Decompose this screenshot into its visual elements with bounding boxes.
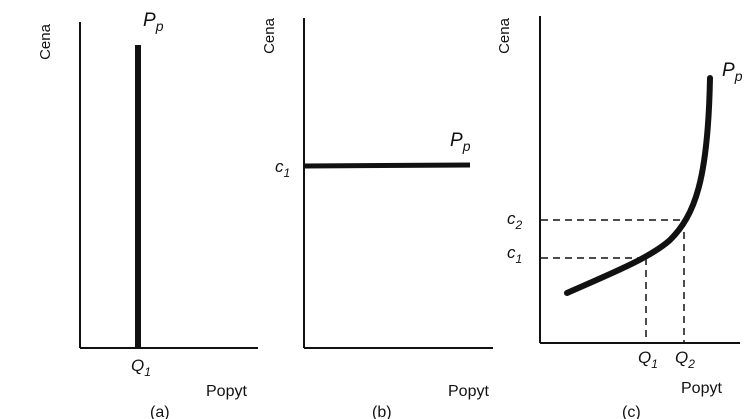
panel-a-curve-label-sub: p — [155, 18, 164, 34]
panel-c-curve-label: Pp — [722, 60, 743, 84]
panel-b-y-axis-label: Cena — [261, 17, 278, 54]
panel-a-x-tick-q1-main: Q — [131, 356, 144, 375]
panel-a-x-tick-q1: Q1 — [131, 356, 151, 379]
panel-c-curve-label-sub: p — [734, 68, 743, 84]
panel-b-x-axis-label: Popyt — [448, 383, 489, 400]
panel-b-y-tick-c1-main: c — [275, 157, 284, 176]
panel-b-caption: (b) — [372, 404, 392, 419]
panel-c-x-tick-q1-main: Q — [638, 348, 651, 367]
panel-c-x-tick-q1-sub: 1 — [651, 357, 658, 371]
panel-b-y-tick-c1: c1 — [275, 157, 290, 180]
panel-c-x-tick-q2-sub: 2 — [687, 357, 695, 371]
panel-c-x-axis-label: Popyt — [681, 380, 722, 397]
panel-a-caption: (a) — [150, 404, 170, 419]
panel-a-y-axis-label: Cena — [37, 23, 54, 60]
panel-c-y-tick-c1-sub: 1 — [516, 252, 523, 266]
panel-a-curve-label: Pp — [143, 10, 164, 34]
panel-c-x-tick-q1: Q1 — [638, 348, 658, 371]
panel-c-y-axis-label: Cena — [496, 17, 513, 54]
panel-c-x-tick-q2-main: Q — [675, 348, 688, 367]
panel-c-y-tick-c1: c1 — [507, 243, 522, 266]
panel-c-y-tick-c2-sub: 2 — [515, 218, 523, 232]
panel-c: Cena Pp c2 c1 Q1 Q2 Popyt (c) — [496, 16, 743, 419]
panel-b-curve-label: Pp — [450, 130, 471, 154]
panel-c-x-tick-q2: Q2 — [675, 348, 695, 371]
panel-c-caption: (c) — [622, 404, 641, 419]
panel-a-x-tick-q1-sub: 1 — [144, 365, 151, 379]
panel-c-curve — [564, 75, 713, 296]
panel-b-curve — [303, 162, 471, 169]
panel-b: Cena Pp c1 Popyt (b) — [261, 17, 493, 419]
panel-b-y-tick-c1-sub: 1 — [284, 166, 291, 180]
panel-a: Cena Pp Q1 Popyt (a) — [37, 10, 258, 419]
panel-b-curve-label-sub: p — [462, 138, 471, 154]
panel-b-curve-label-main: P — [450, 130, 463, 151]
panel-c-y-tick-c2: c2 — [507, 209, 523, 232]
panel-a-x-axis-label: Popyt — [206, 383, 247, 400]
panel-c-curve-label-main: P — [722, 60, 735, 81]
panel-c-y-tick-c1-main: c — [507, 243, 516, 262]
panel-c-y-tick-c2-main: c — [507, 209, 516, 228]
panel-a-curve-label-main: P — [143, 10, 156, 31]
